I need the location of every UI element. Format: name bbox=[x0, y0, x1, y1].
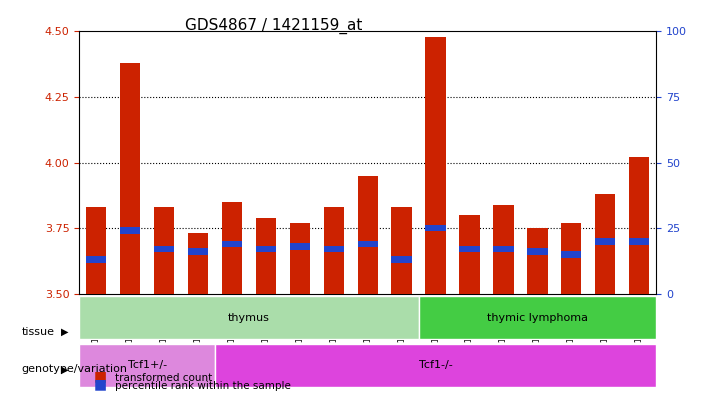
Bar bbox=[256, 246, 276, 252]
Bar bbox=[222, 241, 242, 247]
Bar bbox=[629, 238, 650, 244]
Bar bbox=[595, 194, 616, 294]
Text: percentile rank within the sample: percentile rank within the sample bbox=[115, 381, 291, 391]
Text: tissue: tissue bbox=[22, 327, 55, 337]
Text: ■: ■ bbox=[94, 369, 107, 383]
Bar bbox=[324, 207, 344, 294]
Bar bbox=[595, 238, 616, 244]
Bar bbox=[222, 202, 242, 294]
Text: transformed count: transformed count bbox=[115, 373, 213, 383]
Bar bbox=[188, 233, 208, 294]
Bar bbox=[358, 241, 378, 247]
Bar bbox=[188, 248, 208, 255]
Text: ▶: ▶ bbox=[61, 364, 68, 375]
Bar bbox=[425, 37, 446, 294]
FancyBboxPatch shape bbox=[79, 344, 215, 387]
Bar bbox=[290, 243, 310, 250]
Text: genotype/variation: genotype/variation bbox=[22, 364, 128, 375]
FancyBboxPatch shape bbox=[79, 296, 419, 339]
Bar bbox=[493, 204, 513, 294]
Bar bbox=[392, 207, 412, 294]
Bar bbox=[120, 228, 141, 234]
Bar bbox=[561, 251, 581, 258]
Bar bbox=[154, 207, 174, 294]
Bar bbox=[527, 228, 547, 294]
Text: Tcf1-/-: Tcf1-/- bbox=[419, 360, 453, 370]
FancyBboxPatch shape bbox=[215, 344, 656, 387]
Bar bbox=[324, 246, 344, 252]
Bar bbox=[86, 207, 107, 294]
Bar bbox=[459, 215, 479, 294]
Bar bbox=[527, 248, 547, 255]
Bar bbox=[290, 223, 310, 294]
Text: thymic lymphoma: thymic lymphoma bbox=[487, 312, 588, 323]
FancyBboxPatch shape bbox=[419, 296, 656, 339]
Bar bbox=[493, 246, 513, 252]
Bar bbox=[629, 157, 650, 294]
Bar bbox=[256, 218, 276, 294]
Bar bbox=[86, 256, 107, 263]
Text: ▶: ▶ bbox=[61, 327, 68, 337]
Text: Tcf1+/-: Tcf1+/- bbox=[128, 360, 167, 370]
Text: ■: ■ bbox=[94, 377, 107, 391]
Bar bbox=[392, 256, 412, 263]
Text: thymus: thymus bbox=[228, 312, 270, 323]
Bar bbox=[561, 223, 581, 294]
Bar bbox=[459, 246, 479, 252]
Bar bbox=[154, 246, 174, 252]
Text: GDS4867 / 1421159_at: GDS4867 / 1421159_at bbox=[185, 18, 363, 34]
Bar bbox=[120, 63, 141, 294]
Bar bbox=[358, 176, 378, 294]
Bar bbox=[425, 225, 446, 231]
